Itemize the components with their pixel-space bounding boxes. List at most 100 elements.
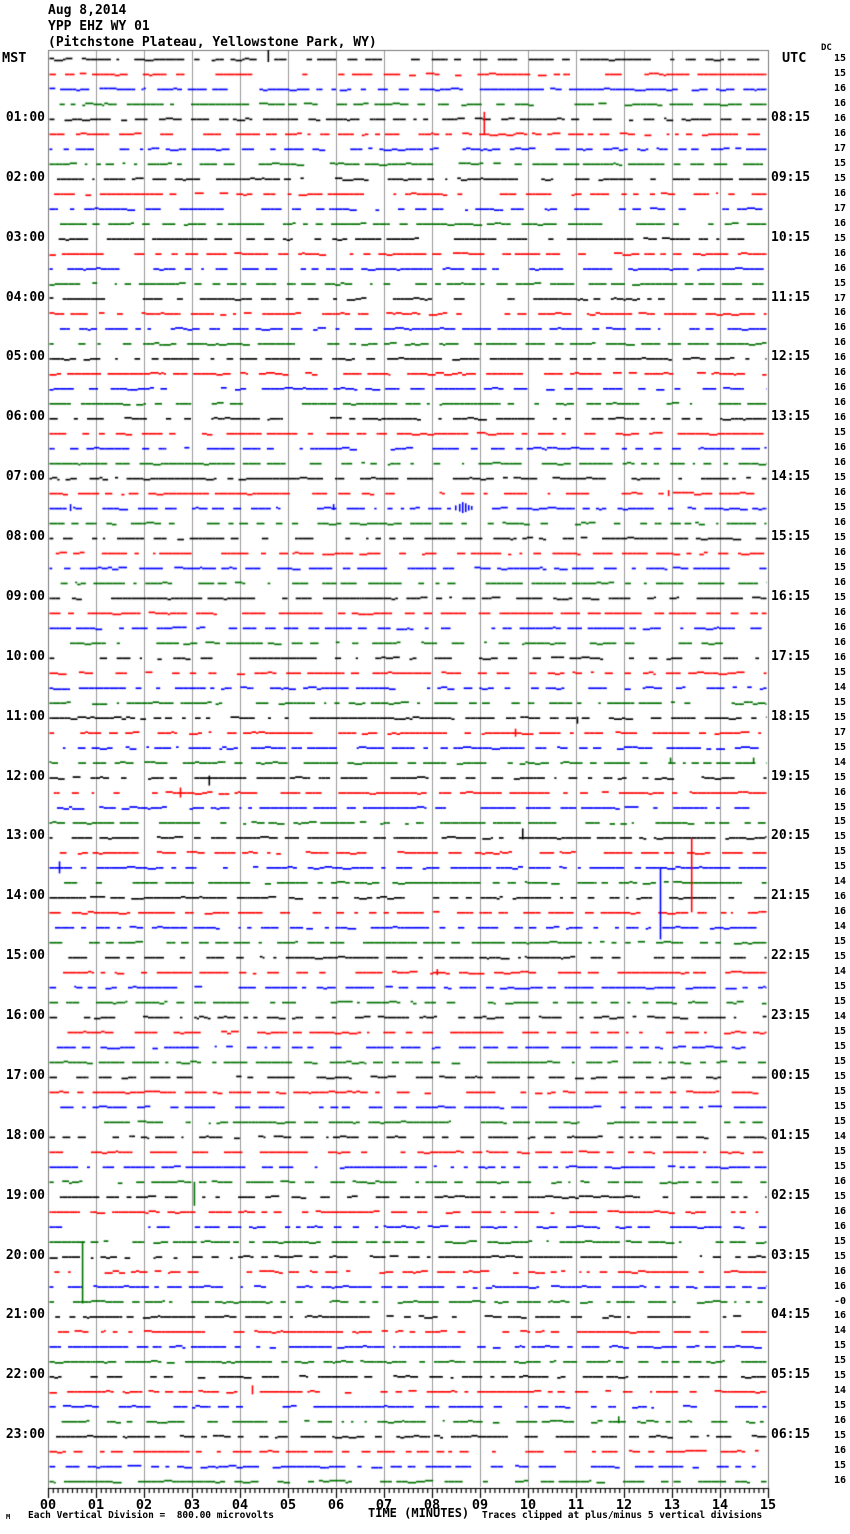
dc-value: 14 — [833, 1325, 846, 1337]
dc-value: 15 — [833, 1340, 846, 1352]
utc-time-label: 22:15 — [771, 948, 811, 964]
dc-value: 15 — [833, 741, 846, 753]
dc-value: 14 — [833, 756, 846, 768]
dc-value: 15 — [833, 1355, 846, 1367]
dc-value: 16 — [833, 82, 846, 94]
dc-value: 16 — [833, 457, 846, 469]
dc-value: 15 — [833, 801, 846, 813]
dc-value: 16 — [833, 906, 846, 918]
utc-time-label: 00:15 — [771, 1067, 811, 1083]
minute-tick-label: 00 — [39, 1497, 57, 1513]
time-axis-title: TIME (MINUTES) — [368, 1506, 470, 1520]
utc-time-label: 02:15 — [771, 1187, 811, 1203]
minute-tick-label: 04 — [231, 1497, 249, 1513]
dc-value: 16 — [833, 187, 846, 199]
dc-value: 16 — [833, 1280, 846, 1292]
utc-time-label: 18:15 — [771, 708, 811, 724]
mst-time-label: 15:00 — [5, 948, 45, 964]
mst-time-label: 14:00 — [5, 888, 45, 904]
dc-value: 16 — [833, 606, 846, 618]
dc-value: 15 — [833, 1070, 846, 1082]
mst-time-label: 17:00 — [5, 1067, 45, 1083]
dc-value: 15 — [833, 1400, 846, 1412]
dc-value: 17 — [833, 142, 846, 154]
dc-value: 15 — [833, 1085, 846, 1097]
dc-value: 15 — [833, 861, 846, 873]
dc-value: 17 — [833, 202, 846, 214]
dc-value: 16 — [833, 412, 846, 424]
dc-value: 15 — [833, 532, 846, 544]
dc-value: 16 — [833, 517, 846, 529]
mst-time-label: 19:00 — [5, 1187, 45, 1203]
minute-tick-label: 06 — [327, 1497, 345, 1513]
dc-value: 15 — [833, 951, 846, 963]
dc-value: 16 — [833, 307, 846, 319]
mst-time-label: 11:00 — [5, 708, 45, 724]
mst-time-label: 18:00 — [5, 1127, 45, 1143]
mst-time-label: 04:00 — [5, 289, 45, 305]
dc-value: 16 — [833, 891, 846, 903]
utc-time-label: 01:15 — [771, 1127, 811, 1143]
dc-value: 15 — [833, 1026, 846, 1038]
dc-value: 15 — [833, 1370, 846, 1382]
dc-value: 15 — [833, 1055, 846, 1067]
title-station: YPP EHZ WY 01 — [48, 19, 150, 34]
dc-value: 15 — [833, 666, 846, 678]
dc-value: 15 — [833, 1235, 846, 1247]
dc-value: 16 — [833, 1205, 846, 1217]
dc-value: 15 — [833, 1250, 846, 1262]
dc-value: 16 — [833, 97, 846, 109]
mst-time-label: 03:00 — [5, 229, 45, 245]
dc-value: 15 — [833, 1430, 846, 1442]
dc-value: 15 — [833, 1190, 846, 1202]
dc-value: 14 — [833, 1130, 846, 1142]
dc-value: 14 — [833, 1385, 846, 1397]
utc-time-label: 12:15 — [771, 349, 811, 365]
dc-value: 16 — [833, 1415, 846, 1427]
dc-value: 16 — [833, 217, 846, 229]
dc-value: 16 — [833, 127, 846, 139]
dc-value: 16 — [833, 621, 846, 633]
mst-time-label: 08:00 — [5, 529, 45, 545]
dc-value: 16 — [833, 382, 846, 394]
utc-time-label: 11:15 — [771, 289, 811, 305]
minute-tick-label: 07 — [375, 1497, 393, 1513]
dc-value: 15 — [833, 771, 846, 783]
title-date: Aug 8,2014 — [48, 3, 127, 18]
dc-value: 14 — [833, 1011, 846, 1023]
dc-value: 15 — [833, 232, 846, 244]
minute-tick-label: 11 — [567, 1497, 585, 1513]
dc-value: 17 — [833, 726, 846, 738]
dc-value: 16 — [833, 1475, 846, 1487]
dc-column-label: DC — [821, 43, 832, 53]
dc-value: 16 — [833, 322, 846, 334]
utc-time-label: 17:15 — [771, 648, 811, 664]
mst-time-label: 01:00 — [5, 109, 45, 125]
minute-tick-label: 10 — [519, 1497, 537, 1513]
dc-value: -0 — [833, 1295, 846, 1307]
dc-value: 15 — [833, 1145, 846, 1157]
dc-value: 15 — [833, 831, 846, 843]
mst-time-label: 20:00 — [5, 1247, 45, 1263]
dc-value: 16 — [833, 1220, 846, 1232]
minute-tick-label: 15 — [759, 1497, 777, 1513]
dc-value: 15 — [833, 996, 846, 1008]
utc-time-label: 20:15 — [771, 828, 811, 844]
right-axis-label: UTC — [782, 50, 807, 66]
dc-value: 16 — [833, 786, 846, 798]
dc-value: 16 — [833, 1265, 846, 1277]
dc-value: 15 — [833, 472, 846, 484]
utc-time-label: 15:15 — [771, 529, 811, 545]
dc-value: 15 — [833, 1041, 846, 1053]
mst-time-label: 13:00 — [5, 828, 45, 844]
mst-time-label: 22:00 — [5, 1367, 45, 1383]
dc-value: 16 — [833, 442, 846, 454]
utc-time-label: 14:15 — [771, 469, 811, 485]
dc-value: 15 — [833, 711, 846, 723]
mst-time-label: 06:00 — [5, 409, 45, 425]
utc-time-label: 10:15 — [771, 229, 811, 245]
mst-time-label: 23:00 — [5, 1427, 45, 1443]
utc-time-label: 19:15 — [771, 768, 811, 784]
dc-value: 16 — [833, 262, 846, 274]
